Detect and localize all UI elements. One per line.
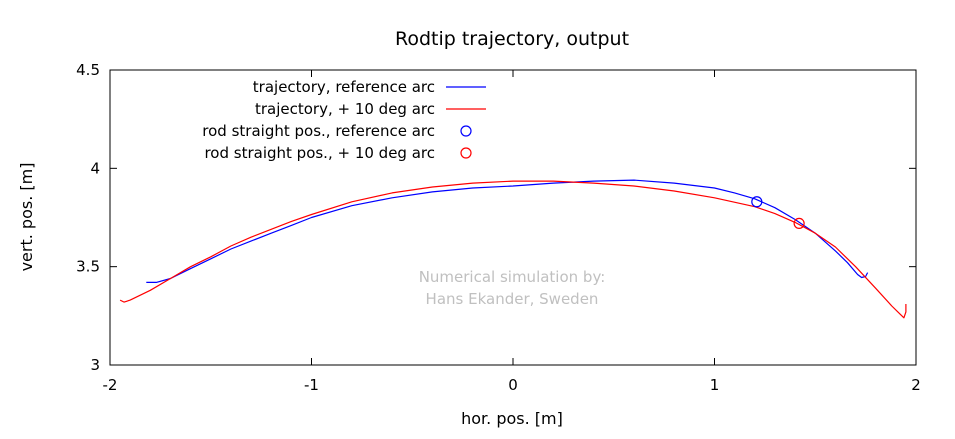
y-axis-label: vert. pos. [m] [17,163,36,272]
simulation-credit-line-1: Numerical simulation by: [419,268,606,286]
chart-title: Rodtip trajectory, output [395,28,629,50]
simulation-credit-line-2: Hans Ekander, Sweden [426,290,599,308]
x-tick-label: -1 [304,376,319,394]
legend-label: trajectory, reference arc [253,78,435,96]
x-tick-label: 2 [911,376,921,394]
series-marker-2 [751,196,763,208]
x-axis-label: hor. pos. [m] [461,409,563,428]
series-line-0 [146,179,869,283]
x-tick-label: -2 [103,376,118,394]
legend-label: rod straight pos., + 10 deg arc [204,144,435,162]
legend-marker-sample [460,147,472,159]
x-axis-ticks: -2 -1 0 1 2 [103,70,921,394]
x-tick-label: 0 [508,376,518,394]
series-marker-3 [793,217,805,229]
y-tick-label: 3.5 [76,258,100,276]
x-tick-label: 1 [710,376,720,394]
y-axis-ticks: 3 3.5 4 4.5 [76,61,916,374]
legend-label: rod straight pos., reference arc [202,122,435,140]
legend: trajectory, reference arc trajectory, + 1… [202,78,486,162]
plot-frame [109,69,917,366]
y-tick-label: 4.5 [76,61,100,79]
legend-label: trajectory, + 10 deg arc [255,100,435,118]
series-layer [119,179,907,319]
y-tick-label: 3 [90,356,100,374]
series-line-1 [119,180,907,319]
y-tick-label: 4 [90,159,100,177]
legend-marker-sample [460,125,472,137]
